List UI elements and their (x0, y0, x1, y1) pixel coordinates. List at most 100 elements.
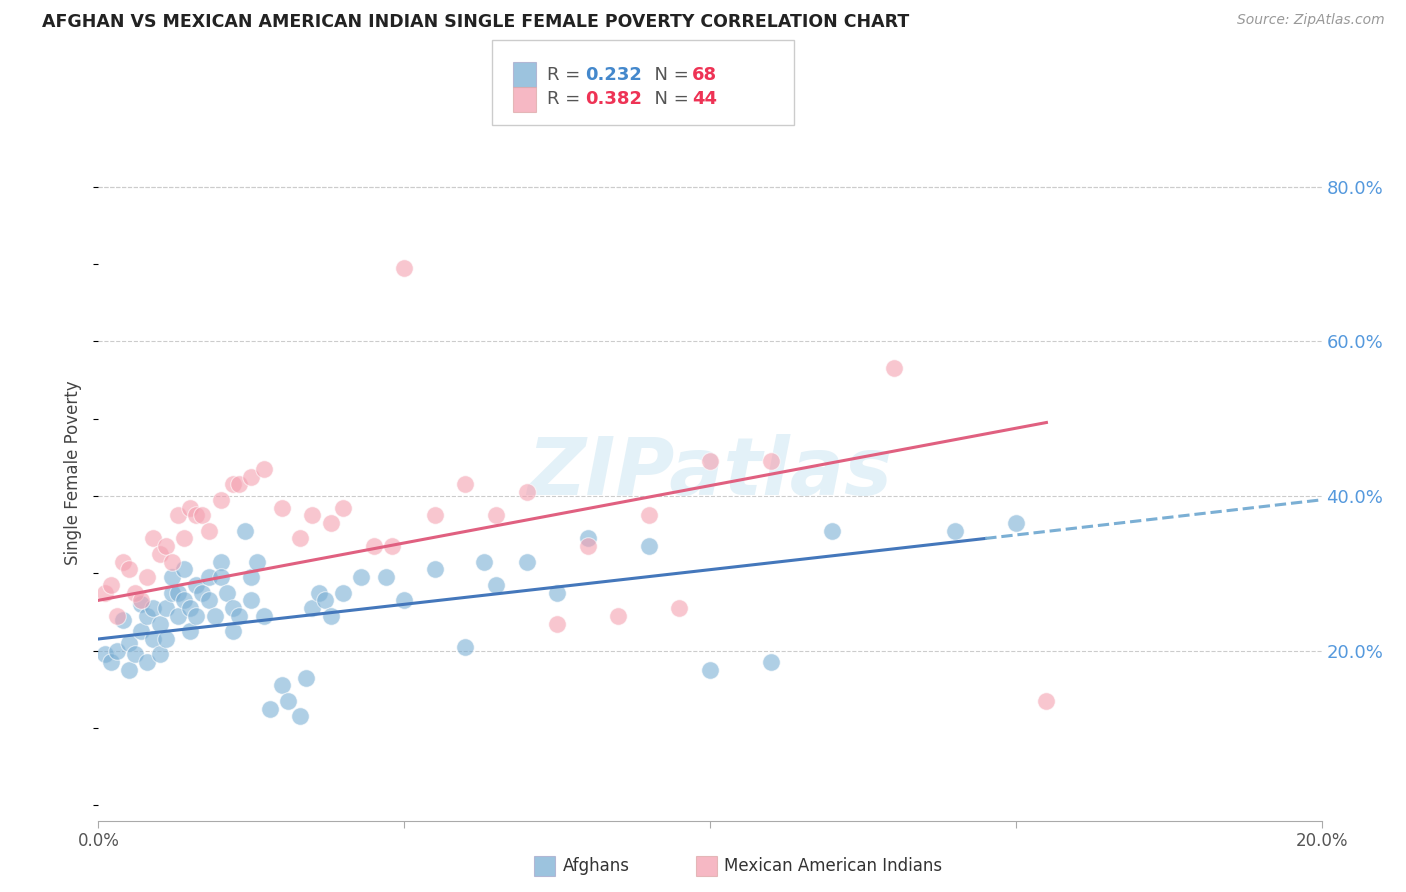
Point (423, 508, 446, 523)
Point (240, 570, 263, 584)
Point (699, 454, 721, 468)
Text: N =: N = (643, 90, 695, 108)
Point (142, 632, 165, 646)
Text: Source: ZipAtlas.com: Source: ZipAtlas.com (1237, 13, 1385, 28)
Text: 0.382: 0.382 (585, 90, 643, 108)
Point (186, 578, 208, 592)
Point (105, 643, 128, 657)
Point (332, 585, 354, 599)
Point (129, 624, 152, 639)
Point (332, 500, 354, 515)
Point (100, 578, 122, 592)
Point (124, 585, 146, 599)
Point (191, 508, 214, 523)
Point (637, 539, 661, 553)
Point (259, 701, 281, 715)
Point (381, 539, 404, 553)
Point (821, 524, 844, 538)
Point (363, 539, 385, 553)
Point (392, 593, 416, 607)
Point (186, 508, 208, 523)
Point (423, 562, 446, 576)
Text: 0.232: 0.232 (585, 66, 641, 84)
Point (350, 570, 373, 584)
Point (668, 601, 690, 615)
Point (155, 539, 177, 553)
Point (179, 500, 201, 515)
Point (191, 585, 214, 599)
Point (233, 524, 256, 538)
Point (485, 508, 508, 523)
Point (546, 585, 568, 599)
Point (576, 539, 599, 553)
Point (270, 500, 292, 515)
Point (277, 694, 299, 708)
Point (160, 555, 183, 569)
Point (155, 632, 177, 646)
Point (546, 616, 568, 631)
Point (699, 663, 721, 677)
Point (943, 524, 966, 538)
Point (124, 648, 146, 662)
Point (136, 570, 159, 584)
Point (167, 608, 190, 623)
Point (93, 585, 115, 599)
Point (186, 608, 208, 623)
Point (290, 532, 312, 546)
Point (167, 508, 190, 523)
Point (197, 593, 219, 607)
Point (637, 508, 661, 523)
Point (142, 532, 165, 546)
Point (100, 655, 122, 669)
Point (883, 361, 905, 376)
Text: R =: R = (547, 90, 586, 108)
Point (111, 613, 134, 627)
Point (204, 608, 226, 623)
Point (222, 477, 245, 491)
Point (129, 593, 152, 607)
Point (374, 570, 396, 584)
Point (576, 532, 599, 546)
Point (308, 585, 330, 599)
Point (314, 593, 336, 607)
Point (215, 585, 238, 599)
Y-axis label: Single Female Poverty: Single Female Poverty (65, 381, 83, 565)
Point (759, 454, 782, 468)
Point (173, 562, 195, 576)
Text: 68: 68 (692, 66, 717, 84)
Point (209, 570, 232, 584)
Point (301, 601, 323, 615)
Point (472, 555, 495, 569)
Text: AFGHAN VS MEXICAN AMERICAN INDIAN SINGLE FEMALE POVERTY CORRELATION CHART: AFGHAN VS MEXICAN AMERICAN INDIAN SINGLE… (42, 13, 910, 31)
Point (1004, 516, 1026, 530)
Point (454, 640, 477, 654)
Point (149, 547, 172, 561)
Point (516, 485, 538, 500)
Point (454, 477, 477, 491)
Point (209, 555, 232, 569)
Point (118, 636, 141, 650)
Point (240, 469, 263, 483)
Point (392, 260, 416, 275)
Point (149, 616, 172, 631)
Point (301, 508, 323, 523)
Point (295, 671, 318, 685)
Point (759, 655, 782, 669)
Point (142, 601, 165, 615)
Text: N =: N = (643, 66, 695, 84)
Text: 44: 44 (692, 90, 717, 108)
Point (197, 570, 219, 584)
Point (246, 555, 269, 569)
Point (222, 624, 245, 639)
Text: R =: R = (547, 66, 586, 84)
Point (136, 655, 159, 669)
Text: Mexican American Indians: Mexican American Indians (724, 857, 942, 875)
Point (319, 516, 342, 530)
Point (485, 578, 508, 592)
Point (129, 597, 152, 611)
Point (160, 570, 183, 584)
Point (93, 648, 115, 662)
Point (173, 532, 195, 546)
Point (149, 648, 172, 662)
Point (290, 709, 312, 723)
